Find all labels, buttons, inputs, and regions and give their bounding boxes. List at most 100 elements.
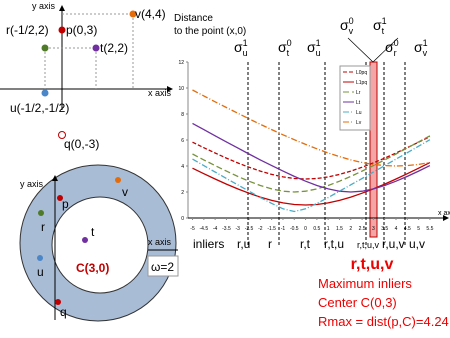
inlier-set: r,t xyxy=(300,237,311,251)
sigma-sup: 1 xyxy=(382,16,387,26)
sigma-sub: t xyxy=(287,48,290,58)
y-tick-label: 6 xyxy=(181,138,184,144)
y-axis-label: y axis xyxy=(32,1,56,11)
x-tick-label: -1 xyxy=(281,226,286,232)
point xyxy=(57,195,63,201)
point xyxy=(37,255,43,261)
sigma-sub: v xyxy=(423,48,428,58)
x-tick-label: 5.5 xyxy=(426,226,433,232)
sigma-label: σ0 r xyxy=(385,38,399,58)
inlier-set: r,u,v xyxy=(382,237,405,251)
x-tick-label: -3 xyxy=(236,226,241,232)
x-tick-label: -2 xyxy=(258,226,263,232)
sigma-label: σ1 u xyxy=(307,38,321,58)
max-band xyxy=(369,61,378,238)
x-axis-label: x axis xyxy=(148,88,172,98)
annulus-diagram: y axis x axis ω=2 C(3,0) p v r t u q xyxy=(19,164,179,322)
sigma-label: σ1 v xyxy=(414,38,428,58)
result-line: Center C(0,3) xyxy=(318,295,397,310)
distance-chart: Distance to the point (x,0) x axis 0 2 4 6 8 1… xyxy=(174,13,450,251)
center-label: C(3,0) xyxy=(76,261,109,275)
sigma-label: σ1 u xyxy=(234,38,248,58)
x-tick-label: -2.5 xyxy=(245,226,254,232)
point-label: t xyxy=(91,225,95,239)
sigma-label: σ0 v xyxy=(340,16,354,36)
result: r,t,u,v Maximum inliers Center C(0,3) Rmax… xyxy=(318,256,449,329)
x-tick-label: 2 xyxy=(349,226,352,232)
legend-label: Lt xyxy=(356,100,361,106)
x-tick-label: 1.5 xyxy=(336,226,343,232)
sigma-sup: 1 xyxy=(316,38,321,48)
series-line xyxy=(192,122,431,193)
result-line: Rmax = dist(p,C)=4.24 xyxy=(318,314,449,329)
sigma-sub: t xyxy=(382,26,385,36)
x-tick-label: 4.5 xyxy=(404,226,411,232)
inlier-set: r,t,u,v xyxy=(357,240,380,250)
sigma-base: σ xyxy=(385,39,394,55)
y-tick-label: 10 xyxy=(178,86,184,92)
result-inliers: r,t,u,v xyxy=(351,256,394,273)
sigma-sup: 0 xyxy=(287,38,292,48)
point xyxy=(129,10,137,18)
point-label: r xyxy=(41,220,45,234)
sigma-sub: v xyxy=(349,26,354,36)
inlier-set: u,v xyxy=(409,237,425,251)
sigma-sub: u xyxy=(243,48,248,58)
series-line xyxy=(192,139,431,213)
sigma-sub: r xyxy=(394,48,397,58)
x-tick-label: 2.5 xyxy=(359,226,366,232)
sigma-base: σ xyxy=(234,39,243,55)
sigma-sup: 0 xyxy=(394,38,399,48)
x-tick-label: -4 xyxy=(213,226,218,232)
inner-circle xyxy=(51,196,149,294)
series-line xyxy=(192,135,431,193)
sigma-base: σ xyxy=(373,17,382,33)
sigma-sub: u xyxy=(316,48,321,58)
x-tick-label: 0 xyxy=(304,226,307,232)
point-label: q xyxy=(60,305,67,319)
legend-label: L1pq xyxy=(356,80,367,86)
point-label: u(-1/2,-1/2) xyxy=(10,101,69,115)
point xyxy=(82,237,88,243)
point xyxy=(58,26,66,34)
width-box xyxy=(147,255,179,277)
sigma-base: σ xyxy=(414,39,423,55)
legend-label: Lu xyxy=(356,110,362,116)
point-label: p(0,3) xyxy=(66,23,97,37)
point-label: v xyxy=(122,185,128,199)
legend-label: Lr xyxy=(356,90,361,96)
x-axis-label: x axis xyxy=(148,237,172,247)
sigma-sup: 1 xyxy=(243,38,248,48)
inlier-set: r xyxy=(268,237,272,251)
sigma-sup: 0 xyxy=(349,16,354,26)
y-tick-label: 4 xyxy=(181,164,184,170)
point xyxy=(41,44,49,52)
y-tick-label: 8 xyxy=(181,112,184,118)
x-tick-label: 3 xyxy=(372,226,375,232)
guides xyxy=(44,13,134,93)
sigma-label: σ0 t xyxy=(278,38,292,58)
chart-subtitle: to the point (x,0) xyxy=(174,26,246,37)
point xyxy=(38,210,44,216)
y-tick-label: 0 xyxy=(181,216,184,222)
x-tick-label: -3.5 xyxy=(222,226,231,232)
sigma-label: σ1 t xyxy=(373,16,387,36)
sigma-sup: 1 xyxy=(423,38,428,48)
points-plot: y axis x axis p(0,3) v(4,4) r(-1/2,2) t(… xyxy=(0,1,173,151)
legend-box xyxy=(339,65,371,131)
point-label: p xyxy=(62,197,69,211)
point-label: t(2,2) xyxy=(100,41,128,55)
point xyxy=(41,89,49,97)
series-line xyxy=(192,89,431,167)
legend-label: Lv xyxy=(356,120,362,126)
x-tick-label: -1.5 xyxy=(267,226,276,232)
series-line xyxy=(192,136,431,180)
sigma-base: σ xyxy=(278,39,287,55)
x-tick-label: 5 xyxy=(417,226,420,232)
inliers-label: inliers xyxy=(193,237,224,251)
x-tick-label: -4.5 xyxy=(200,226,209,232)
inlier-set: r,t,u xyxy=(324,237,344,251)
inlier-set: r,u xyxy=(237,237,250,251)
